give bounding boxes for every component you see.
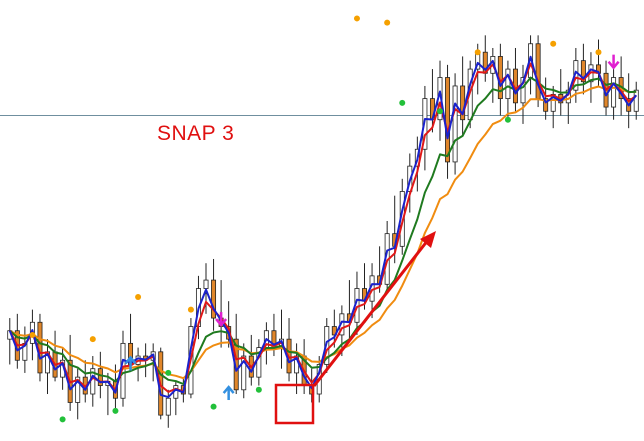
bear-candle [445, 77, 451, 163]
buy-signal-dot [165, 369, 172, 376]
sell-signal-dot [384, 19, 391, 26]
sell-signal-dot [595, 49, 602, 56]
bull-candle [505, 68, 511, 100]
buy-signal-dot [112, 407, 119, 414]
bull-candle [611, 77, 617, 108]
ma-red-line [8, 62, 637, 393]
sell-signal-dot [474, 49, 481, 56]
arrow-head [215, 318, 228, 328]
bear-candle [211, 279, 217, 319]
arrow-head [222, 385, 235, 394]
buy-signal-dot [504, 116, 511, 123]
sell-signal-dot [29, 331, 36, 338]
arrow-up-icon [222, 385, 235, 401]
bull-candle [165, 397, 171, 416]
bull-candle [633, 89, 639, 112]
highlight-box [274, 383, 315, 425]
ma-blue-line [8, 55, 638, 399]
sell-signal-dot [550, 40, 557, 47]
buy-signal-dot [399, 99, 406, 106]
snap-label: SNAP 3 [157, 122, 234, 145]
bull-candle [75, 376, 81, 403]
arrow-up-icon [124, 355, 137, 371]
arrow-down-icon [607, 54, 620, 70]
bull-candle [520, 77, 526, 104]
trend-arrow-head [420, 231, 436, 248]
bull-candle [203, 279, 209, 289]
bear-candle [580, 60, 586, 83]
bull-candle [241, 355, 247, 391]
sell-signal-dot [353, 15, 360, 22]
arrow-head [124, 355, 137, 365]
buy-signal-dot [59, 416, 66, 423]
moving-averages-layer [8, 55, 638, 399]
buy-signal-dot [255, 386, 262, 393]
bull-candle [452, 85, 458, 163]
sell-signal-dot [187, 306, 194, 313]
signals-layer [29, 15, 620, 423]
sell-signal-dot [135, 293, 142, 300]
bear-candle [97, 368, 103, 386]
arrow-down-icon [215, 312, 228, 328]
sell-signal-dot [89, 336, 96, 343]
trend-arrow-line [312, 239, 430, 387]
buy-signal-dot [436, 108, 443, 115]
bear-candle [543, 98, 549, 112]
annotation-layer: SNAP 3 [157, 122, 436, 425]
buy-signal-dot [210, 403, 217, 410]
arrow-head [607, 60, 620, 70]
